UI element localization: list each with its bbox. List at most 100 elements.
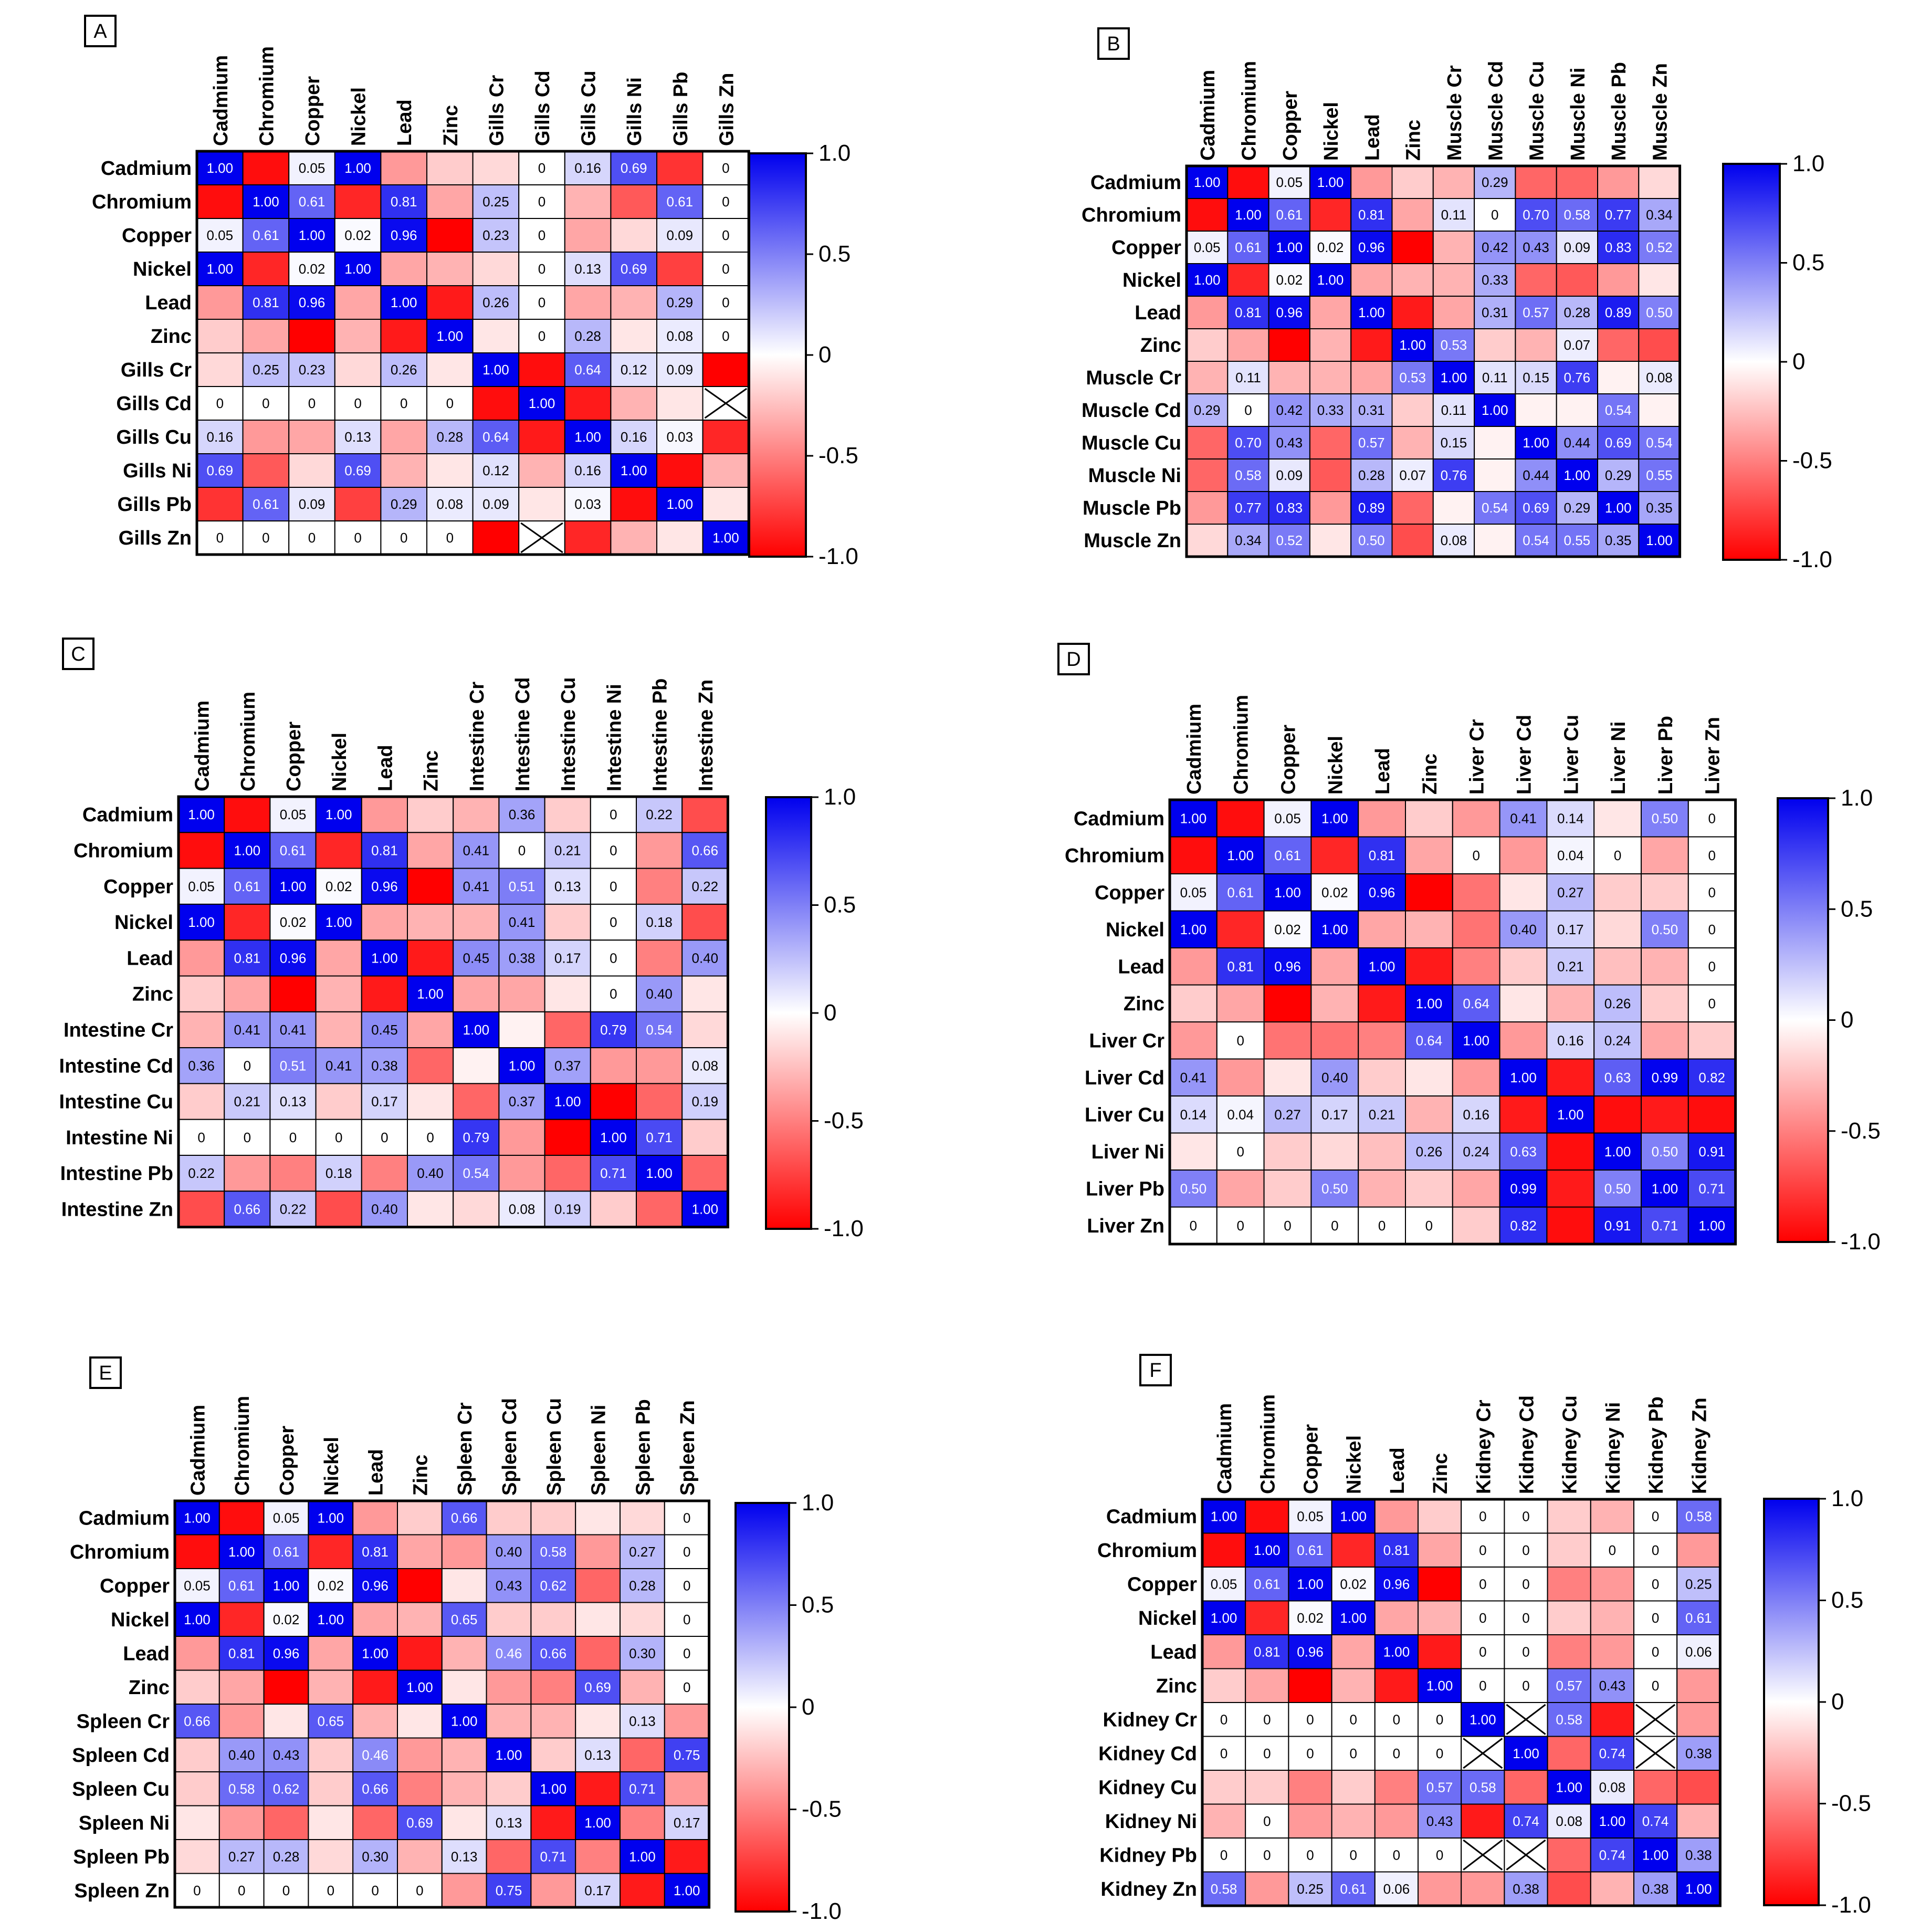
heatmap-panel-d: D1.00 0.05 1.00 0.41 0.14 0.50 01.00 0.61 0.81 0 0… bbox=[1057, 643, 1881, 1255]
heatmap-cell bbox=[174, 1636, 220, 1671]
heatmap-cell bbox=[1687, 947, 1736, 986]
row-label: Zinc bbox=[1124, 993, 1164, 1015]
cell-value-label: 0.06 bbox=[1685, 1644, 1712, 1659]
heatmap-cell bbox=[1547, 1803, 1591, 1839]
heatmap-cell bbox=[1418, 1770, 1462, 1805]
heatmap-cell bbox=[656, 352, 704, 387]
heatmap-cell bbox=[178, 1155, 225, 1192]
cell-value-label: 0 bbox=[1306, 1746, 1314, 1761]
cell-value-label: 0 bbox=[1236, 1218, 1244, 1234]
cell-value-label: 0.08 bbox=[1556, 1813, 1582, 1829]
cell-value-label: 0.02 bbox=[1297, 1610, 1324, 1626]
cell-value-label: 0 bbox=[416, 1883, 423, 1898]
missing-cell-cross bbox=[1635, 1738, 1676, 1769]
row-label: Lead bbox=[1135, 302, 1181, 324]
column-label: Liver Zn bbox=[1702, 717, 1724, 795]
cell-value-label: 1.00 bbox=[206, 261, 233, 277]
cell-value-label: 0 bbox=[538, 194, 545, 210]
heatmap-cell bbox=[1547, 1499, 1591, 1534]
panel-label: D bbox=[1066, 649, 1080, 671]
cell-value-label: 0.16 bbox=[206, 429, 233, 445]
heatmap-cell bbox=[564, 453, 612, 488]
cell-value-label: 0.34 bbox=[1646, 207, 1673, 223]
heatmap-cell bbox=[1169, 984, 1218, 1022]
cell-value-label: 0.81 bbox=[234, 950, 260, 966]
heatmap-cell bbox=[1268, 198, 1310, 232]
cell-value-label: 0.61 bbox=[1276, 207, 1303, 223]
heatmap-cell bbox=[1515, 263, 1557, 297]
heatmap-cell bbox=[472, 520, 520, 555]
cell-value-label: 0.54 bbox=[1482, 500, 1508, 516]
heatmap-cell bbox=[530, 1636, 576, 1671]
column-label: Lead bbox=[1361, 114, 1383, 161]
heatmap-cell bbox=[590, 868, 637, 905]
heatmap-cell bbox=[1546, 910, 1595, 948]
cell-value-label: 0.79 bbox=[463, 1130, 489, 1145]
column-label: Zinc bbox=[440, 105, 462, 146]
cell-value-label: 0.21 bbox=[1557, 958, 1584, 974]
cell-value-label: 1.00 bbox=[1605, 500, 1632, 516]
heatmap-cell bbox=[1432, 393, 1475, 427]
cell-value-label: 0 bbox=[1522, 1576, 1529, 1592]
heatmap-cell bbox=[664, 1500, 710, 1536]
heatmap-cell bbox=[1546, 1206, 1595, 1245]
heatmap-cell bbox=[1593, 1206, 1642, 1245]
heatmap-cell bbox=[397, 1602, 443, 1637]
heatmap-cell bbox=[702, 420, 750, 454]
cell-value-label: 0.81 bbox=[391, 194, 417, 210]
heatmap-cell bbox=[1350, 328, 1393, 362]
heatmap-cell bbox=[702, 453, 750, 488]
heatmap-cell bbox=[453, 796, 500, 833]
heatmap-cell bbox=[1186, 524, 1229, 557]
heatmap-cell bbox=[242, 151, 290, 185]
heatmap-cell bbox=[1504, 1871, 1548, 1906]
heatmap-cell bbox=[610, 352, 658, 387]
heatmap-cell bbox=[1590, 1803, 1635, 1839]
cell-value-label: 0.17 bbox=[554, 950, 581, 966]
heatmap-cell bbox=[681, 1047, 729, 1084]
colorbar-tick-label: -0.5 bbox=[1841, 1118, 1881, 1144]
cell-value-label: 0.69 bbox=[206, 463, 233, 478]
cell-value-label: 0 bbox=[683, 1679, 690, 1695]
column-label: Lead bbox=[394, 99, 416, 146]
heatmap-cell bbox=[334, 319, 382, 353]
heatmap-cell bbox=[1331, 1600, 1376, 1635]
column-label: Liver Cu bbox=[1560, 715, 1582, 795]
heatmap-cell bbox=[1546, 1095, 1595, 1134]
cell-value-label: 0 bbox=[722, 160, 729, 176]
cell-value-label: 0 bbox=[722, 295, 729, 310]
heatmap-cell bbox=[1474, 524, 1516, 557]
cell-value-label: 1.00 bbox=[496, 1747, 522, 1763]
heatmap-cell bbox=[1331, 1532, 1376, 1568]
cell-value-label: 1.00 bbox=[1557, 1106, 1584, 1122]
cell-value-label: 0.22 bbox=[188, 1165, 215, 1181]
heatmap-cell bbox=[1331, 1634, 1376, 1669]
heatmap-panel-a: A1.00 0.05 1.00 0 0.16 0.69 01.00 0.61 0.81 0.25 0… bbox=[84, 15, 858, 569]
heatmap-cell bbox=[575, 1737, 621, 1772]
cell-value-label: 0.58 bbox=[1564, 207, 1591, 223]
heatmap-cell bbox=[1590, 1871, 1635, 1906]
cell-value-label: 0.23 bbox=[482, 227, 509, 243]
cell-value-label: 0.05 bbox=[1276, 174, 1303, 190]
heatmap-cell bbox=[1227, 458, 1269, 492]
heatmap-cell bbox=[397, 1805, 443, 1840]
cell-value-label: 1.00 bbox=[1317, 272, 1344, 288]
heatmap-cell bbox=[1288, 1871, 1332, 1906]
heatmap-cell bbox=[1546, 984, 1595, 1022]
heatmap-cell bbox=[1309, 361, 1352, 394]
heatmap-cell bbox=[174, 1839, 220, 1874]
cell-value-label: 0 bbox=[1652, 1678, 1659, 1694]
column-label: Intestine Zn bbox=[695, 680, 717, 791]
column-label: Zinc bbox=[1430, 1453, 1452, 1494]
heatmap-cell bbox=[361, 1083, 408, 1120]
cell-value-label: 0.24 bbox=[1604, 1032, 1631, 1048]
row-label: Lead bbox=[145, 292, 192, 314]
cell-value-label: 0.26 bbox=[391, 362, 417, 378]
heatmap-cell bbox=[575, 1704, 621, 1739]
heatmap-cell bbox=[308, 1704, 354, 1739]
heatmap-cell bbox=[1432, 491, 1475, 525]
column-label: Cadmium bbox=[1214, 1403, 1236, 1494]
heatmap-cell bbox=[1310, 836, 1359, 874]
cell-value-label: 0.02 bbox=[299, 261, 326, 277]
heatmap-cell bbox=[472, 184, 520, 219]
